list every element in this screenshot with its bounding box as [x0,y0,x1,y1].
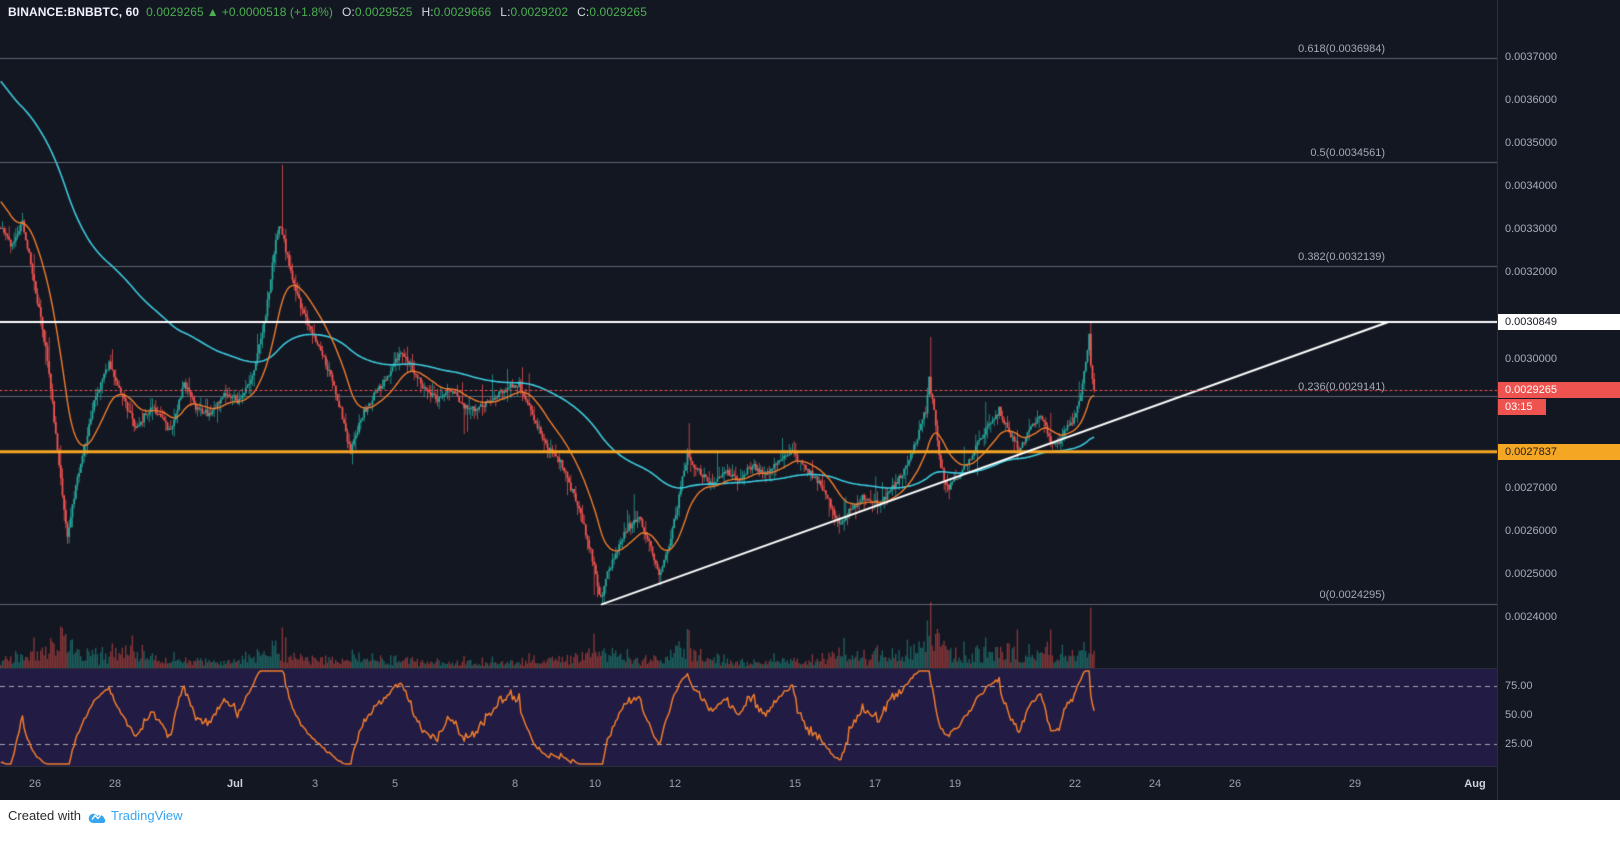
main-chart-canvas[interactable] [0,0,1497,668]
low-value: 0.0029202 [510,5,569,19]
last-price-value: 0.0029265 [146,5,204,19]
price-tick: 0.0034000 [1505,180,1557,193]
rsi-tick: 25.00 [1505,738,1533,750]
time-axis-label: Jul [227,778,243,790]
time-axis-label: 26 [1228,778,1242,790]
time-axis-label: 10 [588,778,602,790]
close-value: 0.0029265 [589,5,647,19]
tradingview-logo[interactable] [88,809,108,824]
time-axis-label: 12 [668,778,682,790]
price-tick: 0.0025000 [1505,567,1557,580]
rsi-tick: 75.00 [1505,680,1533,692]
low-label: L: [500,5,511,19]
price-tick: 0.0033000 [1505,223,1557,236]
last-price-label: 0.0029265 [1498,382,1620,399]
open-value: 0.0029525 [354,5,413,19]
tradingview-brand[interactable]: TradingView [110,808,183,823]
time-axis-label: 15 [788,778,802,790]
high-label: H: [421,5,434,19]
time-axis-label: 28 [108,778,122,790]
price-tick: 0.0036000 [1505,94,1557,107]
time-axis-label: 26 [28,778,42,790]
rsi-canvas[interactable] [0,669,1497,766]
time-axis-label: 19 [948,778,962,790]
price-tick: 0.0032000 [1505,266,1557,279]
price-axis[interactable]: 0.0030849 0.0029265 03:15 0.0027837 0.00… [1497,0,1620,800]
price-tick: 0.0026000 [1505,524,1557,537]
time-axis-label: 5 [391,778,399,790]
rsi-tick: 50.00 [1505,709,1533,721]
created-with-text: Created with [8,808,81,823]
change-direction-icon: ▲ [206,5,219,19]
symbol-legend[interactable]: BINANCE:BNBBTC, 60 0.0029265 ▲ +0.0000518 (… [8,5,650,19]
price-tick: 0.0027000 [1505,481,1557,494]
price-tick: 0.0037000 [1505,50,1557,63]
high-value: 0.0029666 [433,5,492,19]
time-axis-label: 29 [1348,778,1362,790]
time-axis-label: 24 [1148,778,1162,790]
attribution-bar: Created with TradingView [0,800,1620,855]
pane-divider[interactable] [0,668,1497,669]
symbol-title: BINANCE:BNBBTC, 60 [8,5,140,19]
price-tick: 0.0035000 [1505,137,1557,150]
price-tick: 0.0030000 [1505,352,1557,365]
time-axis-label: 3 [311,778,319,790]
price-change: +0.0000518 (+1.8%) [221,5,333,19]
price-tick: 0.0024000 [1505,611,1557,624]
time-axis-label: Aug [1464,778,1486,790]
time-axis[interactable]: 26 28 Jul 3 5 8 10 12 15 17 19 22 24 26 29 Aug [0,766,1497,801]
close-label: C: [577,5,590,19]
open-label: O: [341,5,355,19]
time-axis-label: 17 [868,778,882,790]
bar-countdown-label: 03:15 [1498,399,1546,416]
time-axis-label: 8 [511,778,519,790]
resistance-price-label: 0.0030849 [1498,313,1620,330]
support-price-label: 0.0027837 [1498,443,1620,460]
time-axis-label: 22 [1068,778,1082,790]
